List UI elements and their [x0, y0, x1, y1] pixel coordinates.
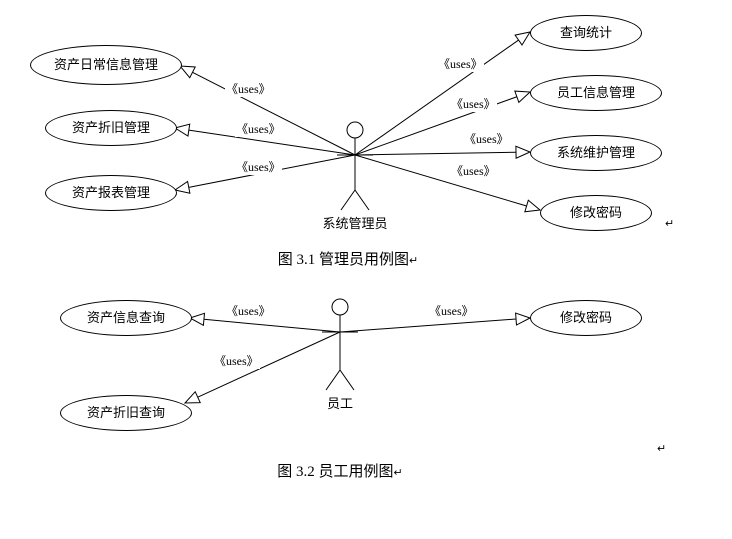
usecase-label: 资产折旧管理 [72, 120, 150, 136]
actor-label-text: 系统管理员 [322, 216, 387, 231]
pmark-text: ↵ [665, 218, 674, 230]
edge-label: 《uses》 [450, 162, 497, 179]
usecase-label: 修改密码 [560, 310, 612, 326]
usecase-emp-info: 员工信息管理 [530, 75, 662, 111]
usecase-asset-depr: 资产折旧管理 [45, 110, 177, 146]
diagram-canvas: { "colors": { "stroke": "#000000", "back… [0, 0, 732, 539]
edge-label-text: 《uses》 [214, 354, 259, 368]
usecase-label: 资产日常信息管理 [54, 57, 158, 73]
usecase-label: 员工信息管理 [557, 85, 635, 101]
usecase-label: 系统维护管理 [557, 145, 635, 161]
usecase-chg-pwd1: 修改密码 [540, 195, 652, 231]
actor-label-employee: 员工 [327, 393, 353, 412]
usecase-asset-depr-q: 资产折旧查询 [60, 395, 192, 431]
edge-label: 《uses》 [463, 130, 510, 147]
paragraph-mark-icon: ↵ [657, 442, 666, 455]
usecase-label: 资产信息查询 [87, 310, 165, 326]
edge-label-text: 《uses》 [451, 97, 496, 111]
usecase-label: 资产报表管理 [72, 185, 150, 201]
usecase-sys-maint: 系统维护管理 [530, 135, 662, 171]
caption-text: 图 3.1 管理员用例图 [278, 252, 409, 268]
edge-label-text: 《uses》 [236, 122, 281, 136]
actor-label-admin: 系统管理员 [322, 213, 387, 232]
caption-fig-3-2: 图 3.2 员工用例图↵ [277, 460, 402, 481]
usecase-asset-info-q: 资产信息查询 [60, 300, 192, 336]
usecase-chg-pwd2: 修改密码 [530, 300, 642, 336]
caption-fig-3-1: 图 3.1 管理员用例图↵ [278, 248, 418, 269]
usecase-label: 修改密码 [570, 205, 622, 221]
edge-label: 《uses》 [235, 120, 282, 137]
edge-label: 《uses》 [450, 95, 497, 112]
usecase-query-stats: 查询统计 [530, 15, 642, 51]
usecase-label: 查询统计 [560, 25, 612, 41]
usecase-asset-daily: 资产日常信息管理 [30, 45, 182, 85]
caption-text: 图 3.2 员工用例图 [277, 464, 393, 480]
edge-label: 《uses》 [213, 352, 260, 369]
usecase-label: 资产折旧查询 [87, 405, 165, 421]
edge-label: 《uses》 [225, 80, 272, 97]
edge-label-text: 《uses》 [464, 132, 509, 146]
edge-label: 《uses》 [225, 302, 272, 319]
edge-label: 《uses》 [235, 158, 282, 175]
edge-label-text: 《uses》 [429, 304, 474, 318]
edge-label: 《uses》 [437, 55, 484, 72]
edge-label-text: 《uses》 [451, 164, 496, 178]
edge-label-text: 《uses》 [438, 57, 483, 71]
paragraph-mark-icon: ↵ [409, 255, 418, 267]
paragraph-mark-icon: ↵ [665, 217, 674, 230]
edge-label-text: 《uses》 [226, 304, 271, 318]
usecase-asset-report: 资产报表管理 [45, 175, 177, 211]
edge-label: 《uses》 [428, 302, 475, 319]
paragraph-mark-icon: ↵ [394, 467, 403, 479]
edge-label-text: 《uses》 [236, 160, 281, 174]
actor-label-text: 员工 [327, 396, 353, 411]
pmark-text: ↵ [657, 443, 666, 455]
edge-label-text: 《uses》 [226, 82, 271, 96]
